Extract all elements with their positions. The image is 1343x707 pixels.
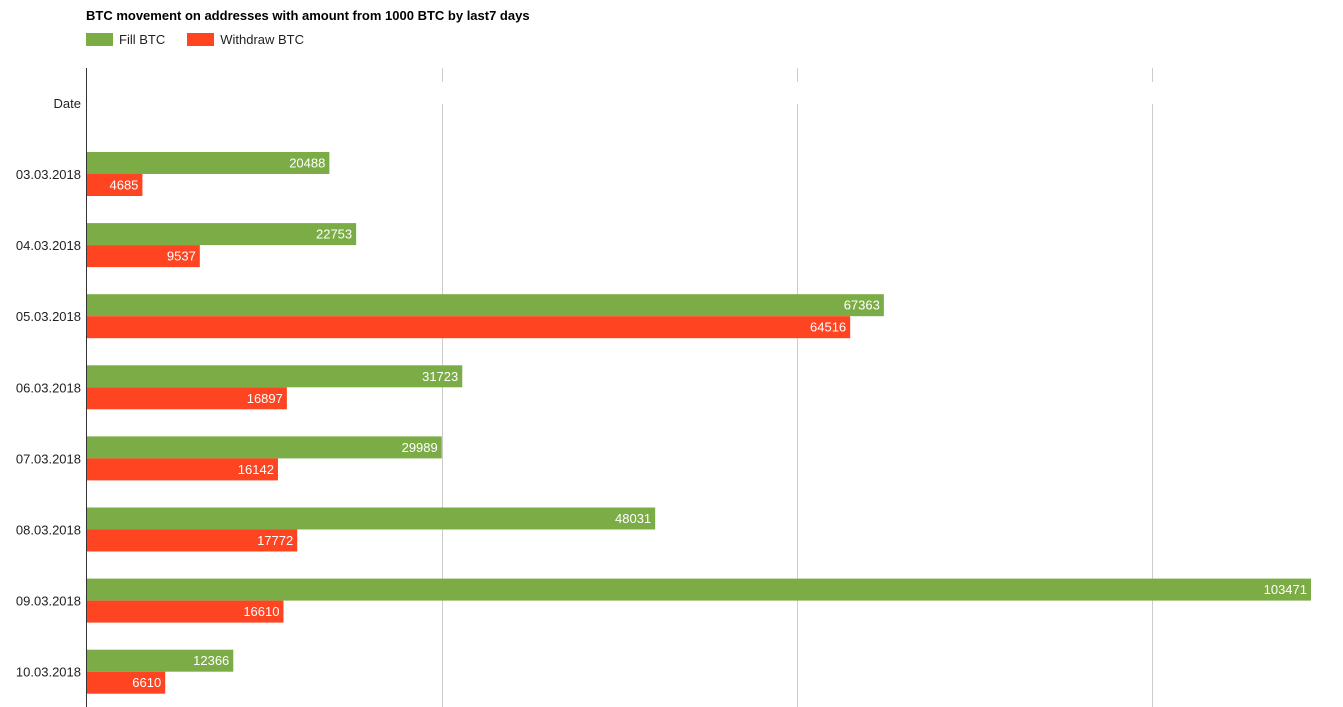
bar-fill	[87, 507, 656, 530]
data-label: 16610	[243, 604, 279, 619]
data-label: 4685	[109, 178, 138, 193]
bar-withdraw	[87, 671, 166, 694]
bar-withdraw	[87, 387, 287, 410]
category-tick-label: 07.03.2018	[16, 451, 81, 466]
data-label: 67363	[844, 298, 880, 313]
data-label: 64516	[810, 320, 846, 335]
category-tick-label: 05.03.2018	[16, 309, 81, 324]
category-tick-label: 03.03.2018	[16, 167, 81, 182]
legend-label-withdraw: Withdraw BTC	[220, 32, 305, 47]
data-label: 48031	[615, 511, 651, 526]
bar-withdraw	[87, 458, 278, 481]
bar-withdraw	[87, 316, 851, 339]
category-tick-label: 10.03.2018	[16, 665, 81, 680]
data-label: 31723	[422, 369, 458, 384]
category-tick-label: 08.03.2018	[16, 523, 81, 538]
bar-withdraw	[87, 600, 284, 623]
bar-fill	[87, 294, 884, 317]
data-label: 6610	[132, 675, 161, 690]
legend-swatch-fill	[86, 33, 113, 46]
bar-fill	[87, 649, 234, 672]
bar-withdraw	[87, 174, 143, 196]
category-tick-label: 06.03.2018	[16, 380, 81, 395]
bar-fill	[87, 365, 463, 388]
data-label: 103471	[1264, 582, 1307, 597]
bar-withdraw	[87, 245, 200, 268]
data-label: 12366	[193, 653, 229, 668]
data-label: 9537	[167, 249, 196, 264]
category-tick-label: 04.03.2018	[16, 238, 81, 253]
bar-withdraw	[87, 529, 298, 552]
legend-swatch-withdraw	[187, 33, 215, 46]
category-tick-label: 09.03.2018	[16, 594, 81, 609]
data-label: 20488	[289, 156, 325, 171]
header-gap	[88, 82, 1343, 104]
bar-fill	[87, 152, 330, 174]
legend-item-withdraw[interactable]: Withdraw BTC	[187, 32, 304, 47]
data-label: 22753	[316, 227, 352, 242]
data-label: 17772	[257, 533, 293, 548]
data-label: 29989	[402, 440, 438, 455]
chart-title: BTC movement on addresses with amount fr…	[86, 8, 530, 23]
data-label: 16897	[247, 391, 283, 406]
legend-label-fill: Fill BTC	[119, 32, 166, 47]
bar-fill	[87, 578, 1311, 601]
bar-fill	[87, 436, 442, 459]
data-label: 16142	[238, 462, 274, 477]
legend-item-fill[interactable]: Fill BTC	[86, 32, 165, 47]
category-axis-label: Date	[54, 96, 81, 111]
legend: Fill BTC Withdraw BTC	[86, 32, 304, 47]
bar-fill	[87, 223, 357, 246]
